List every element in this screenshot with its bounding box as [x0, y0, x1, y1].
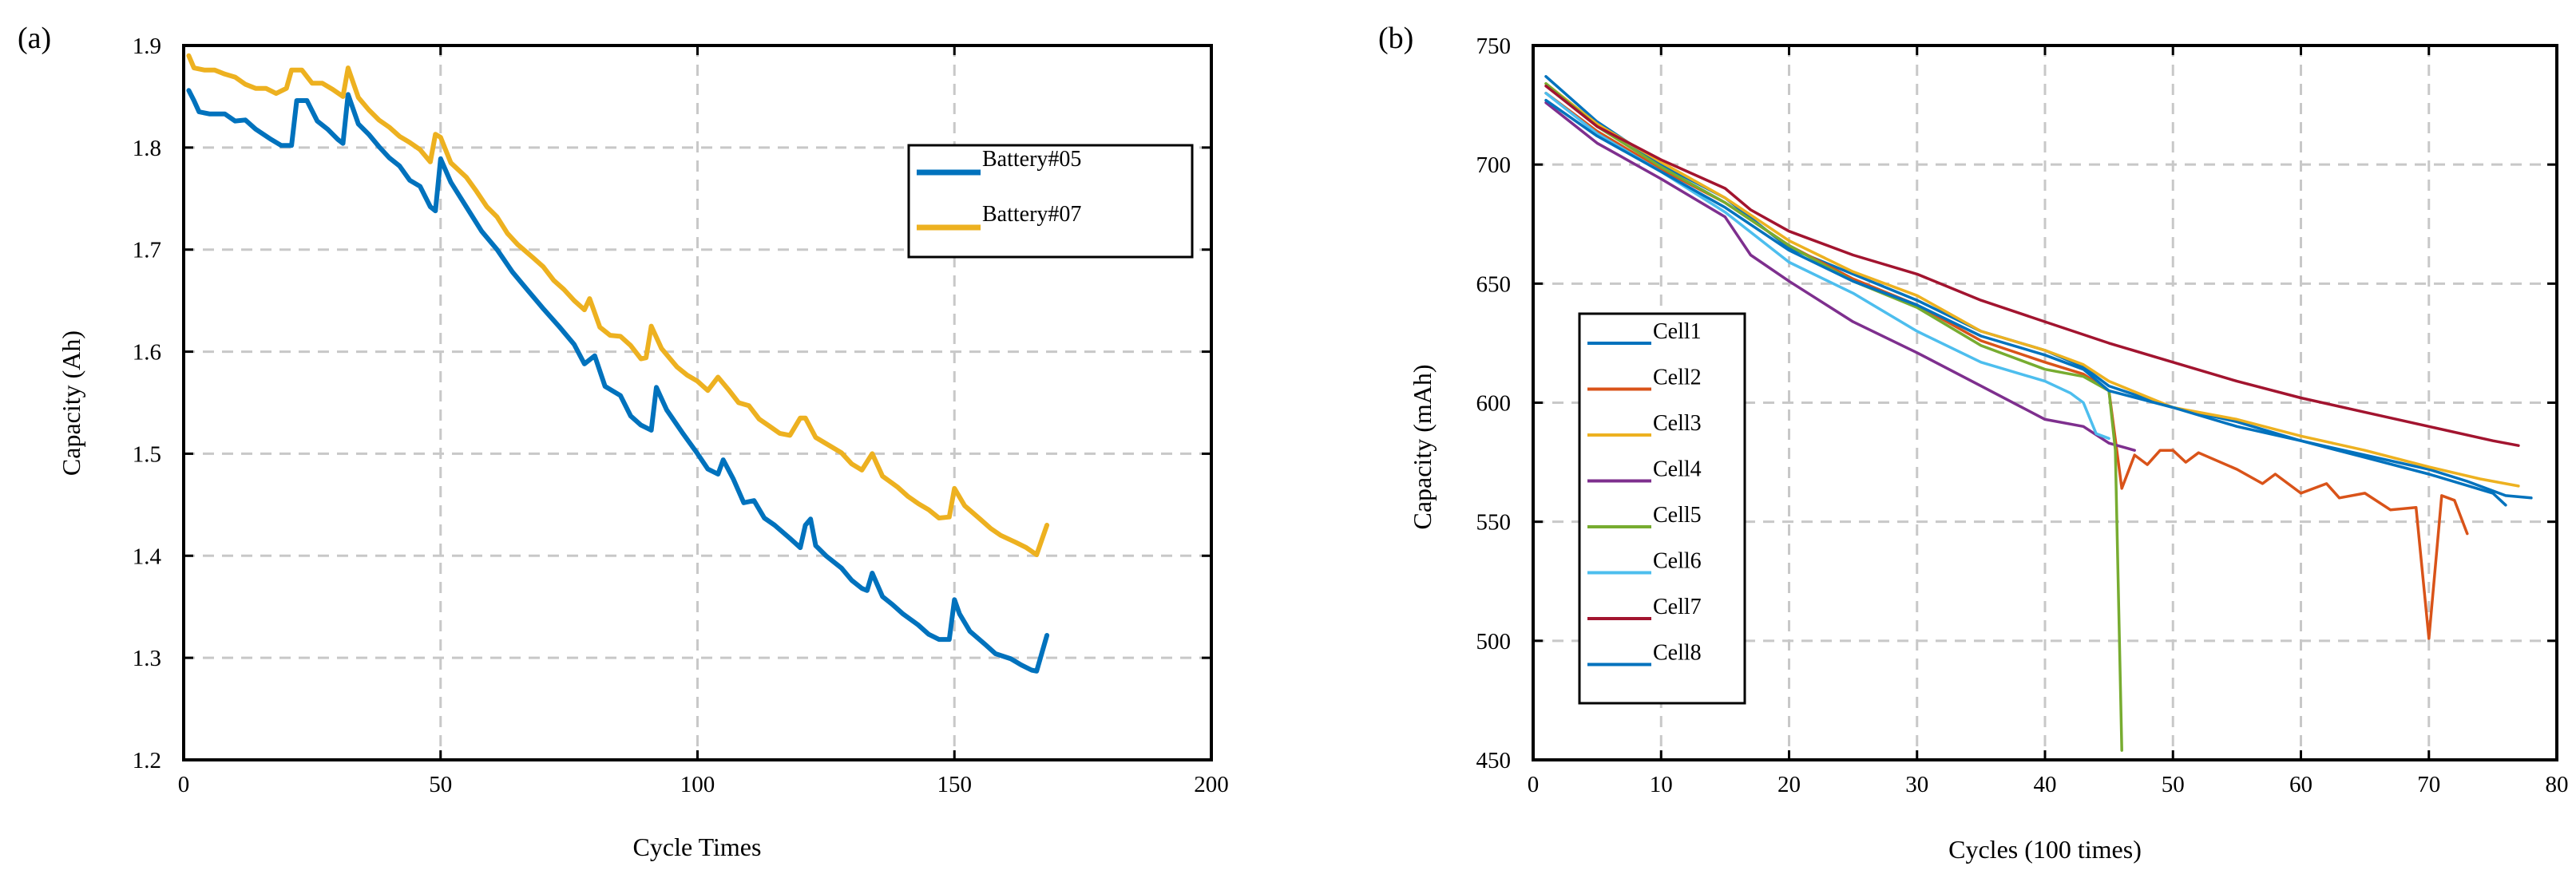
panel-b-ticks: 0 10 20 30 40 50 60 70 80 450 500 550 600 650 700 750: [1476, 34, 2569, 797]
series-line-cell7: [1544, 84, 2520, 447]
panel-a-ticks: 0 50 100 150 200 1.2 1.3 1.4 1.5 1.6 1.7 1.8 1.9: [133, 34, 1229, 797]
legend-label-cell4: Cell4: [1653, 457, 1702, 482]
panel-a-legend-box: [907, 144, 1194, 259]
series-line-cell8: [1544, 98, 2507, 507]
y-tick-label: 700: [1476, 152, 1512, 178]
panel-b-series: [1544, 75, 2533, 752]
x-tick-label: 0: [178, 772, 190, 797]
panel-b-xlabel: Cycles (100 times): [1948, 835, 2142, 864]
x-tick-label: 0: [1528, 772, 1540, 797]
panel-b-legend-box: [1578, 312, 1746, 705]
y-tick-label: 1.8: [133, 136, 161, 161]
panel-a-legend: Battery#05 Battery#07: [907, 144, 1194, 259]
y-tick-label: 1.2: [133, 748, 161, 773]
x-tick-label: 20: [1777, 772, 1801, 797]
y-tick-label: 1.9: [133, 34, 161, 59]
y-tick-label: 750: [1476, 34, 1512, 59]
panel-a-label: (a): [18, 22, 51, 55]
y-tick-label: 450: [1476, 748, 1512, 773]
series-line-cell3: [1544, 81, 2520, 488]
series-line-battery05: [186, 88, 1050, 674]
x-tick-label: 70: [2417, 772, 2440, 797]
x-tick-label: 40: [2034, 772, 2057, 797]
legend-label-battery05: Battery#05: [982, 147, 1081, 172]
y-tick-label: 500: [1476, 629, 1512, 655]
legend-label-cell5: Cell5: [1653, 503, 1702, 528]
panel-b-legend: Cell1 Cell2 Cell3 Cell4 Cell5 Cell6 Cell7 Cell8: [1578, 312, 1746, 705]
panel-b-label: (b): [1378, 22, 1413, 55]
x-tick-label: 50: [2162, 772, 2185, 797]
y-tick-label: 600: [1476, 391, 1512, 417]
y-tick-label: 1.7: [133, 238, 161, 263]
x-tick-label: 50: [429, 772, 452, 797]
panel-b-ylabel: Capacity (mAh): [1408, 364, 1437, 529]
panel-b-grid: [1533, 45, 2557, 760]
panel-b: (b) 0 10 20 30 40 50 60 70 80 450 500 550 600 650 700 7…: [1378, 22, 2569, 864]
x-tick-label: 100: [680, 772, 715, 797]
x-tick-label: 60: [2289, 772, 2312, 797]
x-tick-label: 80: [2546, 772, 2569, 797]
panel-a: (a) 0 50 100 150 200 1.2 1.3 1.4 1.5 1.6 1.7 1.8 1.9…: [18, 22, 1229, 861]
y-tick-label: 1.3: [133, 646, 161, 671]
panel-a-series: [186, 53, 1050, 674]
series-line-cell2: [1544, 91, 2469, 640]
y-tick-label: 1.6: [133, 340, 161, 366]
legend-label-cell6: Cell6: [1653, 549, 1702, 574]
y-tick-label: 650: [1476, 271, 1512, 297]
x-tick-label: 10: [1650, 772, 1673, 797]
legend-label-battery07: Battery#07: [982, 202, 1081, 227]
x-tick-label: 200: [1194, 772, 1229, 797]
y-tick-label: 1.4: [133, 544, 162, 569]
x-tick-label: 150: [937, 772, 973, 797]
y-tick-label: 550: [1476, 510, 1512, 536]
legend-label-cell8: Cell8: [1653, 641, 1702, 666]
legend-label-cell2: Cell2: [1653, 366, 1702, 390]
legend-label-cell7: Cell7: [1653, 595, 1702, 619]
legend-label-cell1: Cell1: [1653, 319, 1702, 344]
panel-a-xlabel: Cycle Times: [633, 833, 762, 861]
series-line-battery07: [186, 53, 1050, 557]
legend-label-cell3: Cell3: [1653, 411, 1702, 436]
y-tick-label: 1.5: [133, 441, 161, 467]
panel-a-ylabel: Capacity (Ah): [57, 330, 85, 476]
x-tick-label: 30: [1905, 772, 1928, 797]
series-line-cell4: [1544, 101, 2136, 452]
